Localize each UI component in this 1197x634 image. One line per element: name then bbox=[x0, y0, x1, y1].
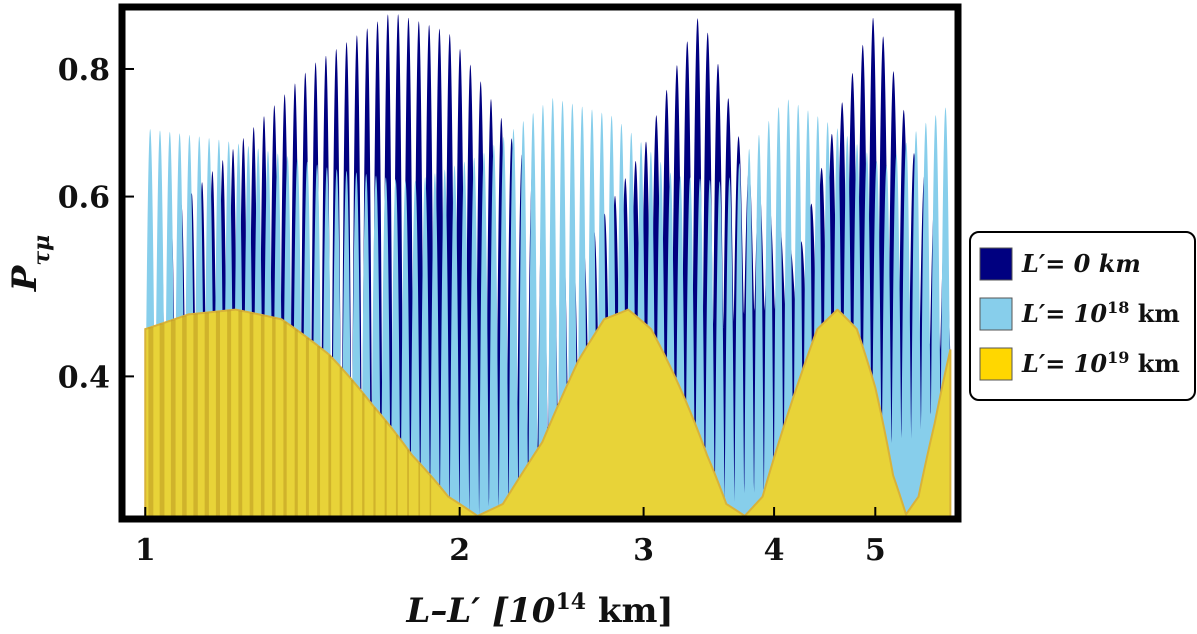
x-tick-label: 3 bbox=[633, 533, 654, 568]
gold-stripe bbox=[170, 319, 176, 519]
legend-swatch-lightblue bbox=[979, 297, 1013, 331]
gold-stripe bbox=[260, 315, 265, 519]
legend-box bbox=[969, 231, 1196, 401]
legend-label-sup: 18 bbox=[1107, 298, 1129, 317]
gold-stripe bbox=[429, 475, 432, 519]
legend-swatch-gold bbox=[979, 347, 1013, 381]
gold-stripe bbox=[193, 313, 198, 519]
legend-label-gold: L′= 1019 km bbox=[1021, 348, 1180, 379]
y-tick-label: 0.8 bbox=[58, 53, 110, 88]
gold-stripe bbox=[362, 393, 365, 519]
tick-labels: 1 2 3 4 5 0.4 0.6 0.8 bbox=[58, 53, 886, 568]
tick-marks bbox=[122, 67, 877, 519]
gold-stripe bbox=[317, 346, 321, 519]
y-axis-title-main: P bbox=[5, 264, 45, 292]
plot-area bbox=[144, 14, 952, 519]
gold-stripe bbox=[384, 420, 387, 519]
legend-label-tail: km bbox=[1129, 349, 1179, 378]
gold-stripe bbox=[249, 312, 254, 519]
legend-swatch-navy bbox=[979, 247, 1013, 281]
gold-stripe bbox=[407, 449, 409, 519]
y-axis-title: Pτμ bbox=[5, 235, 55, 292]
gold-stripe bbox=[294, 329, 298, 519]
legend-label-main: L′= 0 km bbox=[1021, 249, 1141, 278]
gold-stripe bbox=[328, 355, 332, 519]
legend: L′= 0 kmL′= 1018 kmL′= 1019 km bbox=[969, 231, 1196, 401]
x-tick-label: 2 bbox=[449, 533, 470, 568]
legend-label-main: L′= 10 bbox=[1021, 299, 1107, 328]
x-axis-title: L–L′ [1014 km] bbox=[405, 589, 673, 631]
gold-stripe bbox=[418, 462, 421, 519]
y-tick-label: 0.6 bbox=[58, 181, 110, 216]
gold-stripe bbox=[350, 380, 354, 519]
gold-stripe bbox=[182, 315, 187, 519]
gold-stripe bbox=[305, 337, 309, 519]
plot-frame bbox=[118, 3, 962, 523]
gold-stripe bbox=[148, 327, 154, 519]
y-tick-label: 0.4 bbox=[58, 360, 110, 395]
legend-label-lightblue: L′= 1018 km bbox=[1021, 298, 1180, 329]
y-axis-title-sub: τμ bbox=[29, 235, 55, 266]
gold-stripe bbox=[159, 323, 165, 519]
legend-label-tail: km bbox=[1129, 299, 1179, 328]
legend-label-navy: L′= 0 km bbox=[1021, 249, 1141, 278]
gold-stripe bbox=[238, 310, 243, 519]
x-tick-label: 4 bbox=[764, 533, 785, 568]
x-tick-label: 1 bbox=[135, 533, 156, 568]
legend-label-main: L′= 10 bbox=[1021, 349, 1107, 378]
gold-stripe bbox=[272, 317, 276, 519]
series-gold-stripes bbox=[148, 310, 432, 519]
gold-stripe bbox=[339, 367, 343, 519]
x-axis-title-sup: 14 bbox=[555, 589, 586, 615]
x-axis-title-main: L–L′ [10 bbox=[405, 591, 555, 631]
legend-label-sup: 19 bbox=[1107, 348, 1129, 367]
gold-stripe bbox=[215, 311, 220, 519]
gold-stripe bbox=[395, 434, 398, 519]
x-tick-label: 5 bbox=[865, 533, 886, 568]
gold-stripe bbox=[204, 312, 209, 519]
gold-stripe bbox=[283, 321, 287, 519]
gold-stripe bbox=[373, 407, 376, 519]
gold-stripe bbox=[227, 310, 232, 519]
x-axis-title-tail: km] bbox=[586, 591, 673, 631]
series-area-gold bbox=[144, 308, 952, 519]
